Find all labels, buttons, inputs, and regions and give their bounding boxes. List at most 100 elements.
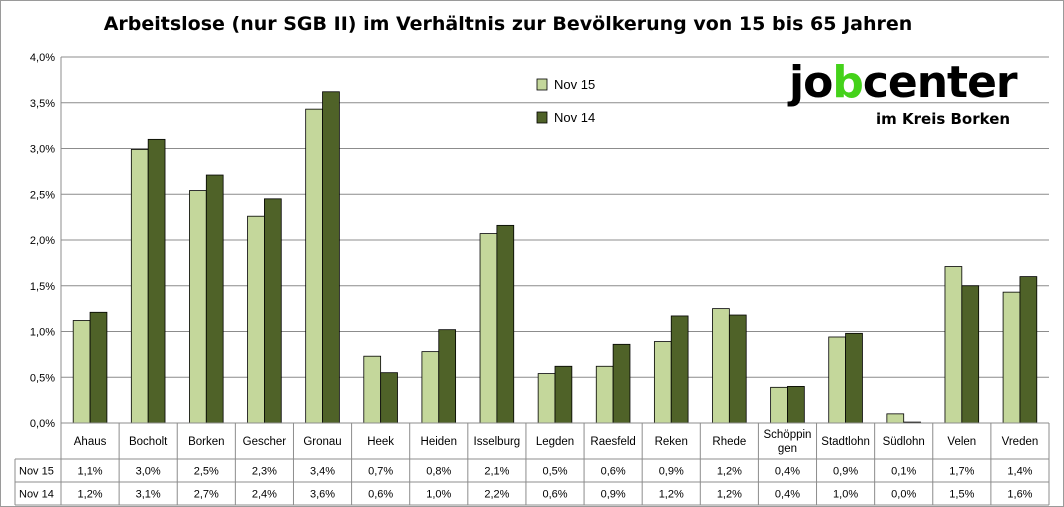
logo-b-icon: b [832,57,863,108]
legend-label: Nov 15 [554,77,595,92]
table-value: 2,2% [484,489,509,501]
bar [322,91,340,424]
bar [612,343,631,424]
table-value: 1,0% [426,489,451,501]
y-tick-label: 4,0% [30,52,55,64]
table-value: 0,1% [891,466,916,478]
bar [770,386,788,424]
bar [496,224,515,424]
category-label: Vreden [1002,436,1039,448]
table-value: 1,0% [833,489,858,501]
category-label: Velen [947,436,976,448]
category-label: Heek [367,436,394,448]
table-value: 1,2% [78,489,103,501]
bar [595,365,614,424]
table-value: 0,4% [775,489,800,501]
logo-subtitle: im Kreis Borken [876,110,1011,128]
table-value: 2,1% [484,466,509,478]
table-row-header: Nov 14 [19,489,54,501]
bar [961,285,980,424]
category-label: Raesfeld [590,436,635,448]
bar [845,332,863,424]
category-label: Reken [655,436,688,448]
legend-swatch [536,111,548,124]
table-value: 0,6% [368,489,393,501]
table-value: 0,9% [601,489,626,501]
bar [205,174,224,424]
table-value: 1,7% [949,466,974,478]
table-value: 3,1% [136,489,161,501]
y-tick-label: 1,5% [30,281,55,293]
bar [886,413,905,424]
bar [787,385,805,424]
category-label: Bocholt [129,436,168,448]
jobcenter-logo: jobcenter im Kreis Borken [789,57,1034,135]
table-value: 1,2% [717,466,742,478]
bar [728,314,747,424]
bar [712,308,730,424]
table-value: 1,6% [1007,489,1032,501]
category-label: Legden [536,436,574,448]
logo-wordmark: jobcenter [789,57,1018,108]
bar [189,190,207,424]
table-value: 0,6% [542,489,567,501]
bar [944,266,963,424]
bar [264,198,282,424]
table-value: 0,6% [601,466,626,478]
table-value: 3,6% [310,489,335,501]
table-value: 1,5% [949,489,974,501]
category-label: Südlohn [883,436,925,448]
table-value: 1,2% [659,489,684,501]
table-value: 0,4% [775,466,800,478]
table-value: 1,2% [717,489,742,501]
bar [421,351,440,424]
y-tick-label: 2,0% [30,235,55,247]
category-label: Ahaus [74,436,107,448]
table-value: 0,0% [891,489,916,501]
bar [479,233,498,424]
table-value: 2,3% [252,466,277,478]
table-value: 1,4% [1007,466,1032,478]
table-value: 2,5% [194,466,219,478]
bar [380,372,398,424]
table-value: 2,4% [252,489,277,501]
bar [130,149,149,424]
legend-label: Nov 14 [554,110,595,125]
y-tick-label: 0,0% [30,418,55,430]
bar [363,355,382,424]
y-tick-label: 2,5% [30,189,55,201]
table-value: 0,9% [659,466,684,478]
bar [1019,276,1038,424]
category-label: Stadtlohn [821,436,870,448]
bar [147,138,166,424]
bar [828,336,846,424]
category-label: Schöppin [763,429,811,441]
y-tick-label: 3,5% [30,98,55,110]
table-value: 0,8% [426,466,451,478]
table-row-header: Nov 15 [19,466,54,478]
category-label: Gronau [303,436,341,448]
bar [72,320,91,424]
bar [653,341,672,424]
chart-title: Arbeitslose (nur SGB II) im Verhältnis z… [103,13,913,35]
bar [537,373,556,424]
bar [247,215,265,424]
legend-swatch [536,78,548,91]
table-value: 0,7% [368,466,393,478]
category-label: gen [778,443,797,455]
category-label: Isselburg [474,436,521,448]
table-value: 1,1% [78,466,103,478]
table-value: 0,5% [542,466,567,478]
bar [554,365,573,424]
table-value: 2,7% [194,489,219,501]
y-tick-label: 3,0% [30,144,55,156]
bar [670,315,689,424]
category-label: Borken [188,436,224,448]
bar [1002,291,1021,424]
table-value: 0,9% [833,466,858,478]
bar [89,311,108,424]
bar [438,329,457,424]
table-value: 3,0% [136,466,161,478]
